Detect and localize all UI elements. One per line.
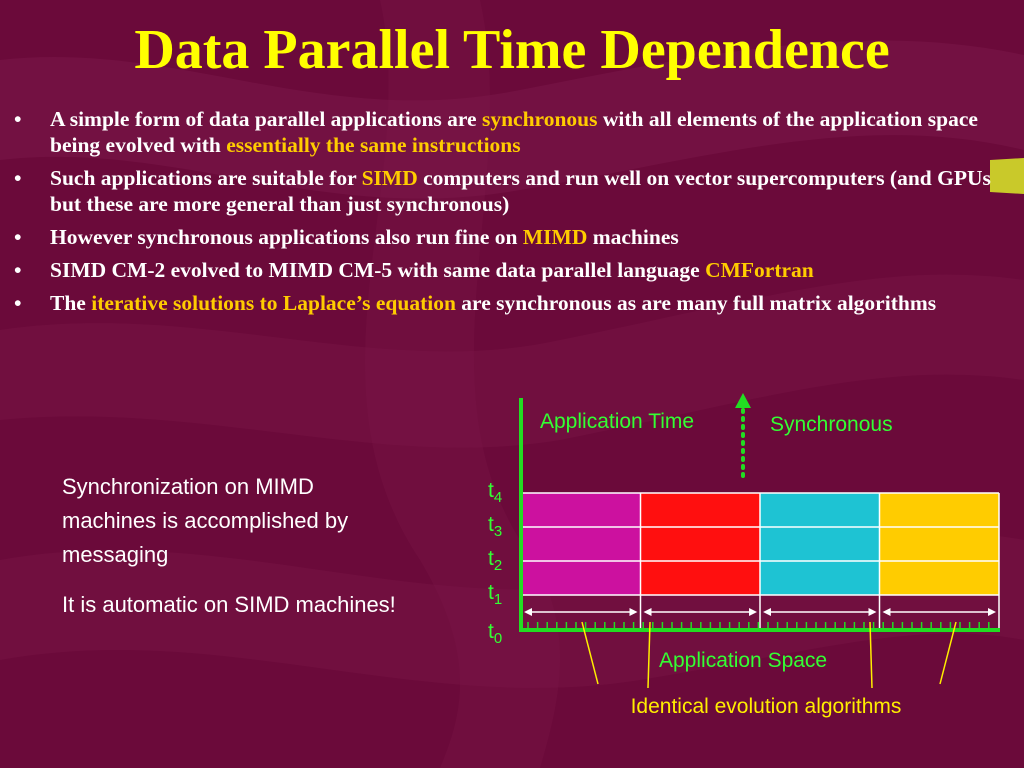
grid-column: [521, 493, 641, 595]
side-note-automatic: It is automatic on SIMD machines!: [62, 592, 396, 617]
pointer-lines: [581, 621, 957, 689]
highlight-text: synchronous: [481, 107, 598, 131]
x-axis-label: Application Space: [659, 649, 827, 672]
span-arrow-head: [988, 608, 996, 616]
bullet-dot: •: [14, 258, 22, 282]
bullet-item: • Such applications are suitable for SIMD…: [12, 165, 1012, 217]
span-arrow-head: [882, 608, 891, 616]
bullet-item: • SIMD CM-2 evolved to MIMD CM-5 with sam…: [12, 257, 1012, 283]
span-arrow-head: [643, 608, 652, 616]
grid-column: [879, 493, 999, 595]
mode-label: Synchronous: [770, 413, 893, 436]
bullet-text: The: [50, 291, 92, 315]
time-tick-label: t2: [488, 547, 502, 574]
grid-column: [640, 493, 760, 595]
span-arrows: [524, 608, 996, 616]
bullet-text: A simple form of data parallel applicati…: [50, 107, 482, 131]
bottom-label: Identical evolution algorithms: [631, 695, 902, 718]
time-tick-label: t1: [488, 581, 502, 608]
time-tick-label: t4: [488, 479, 502, 506]
bullet-dot: •: [14, 166, 22, 190]
span-arrow-head: [763, 608, 771, 616]
bullet-item: • However synchronous applications also r…: [12, 224, 1012, 250]
span-arrow-head: [868, 608, 877, 616]
bullet-dot: •: [14, 225, 22, 249]
application-grid: [521, 493, 999, 595]
y-axis-label: Application Time: [540, 410, 694, 433]
bullet-text: computers and run well on vector superco…: [50, 166, 991, 216]
highlight-text: iterative solutions to Laplace’s equatio…: [91, 291, 456, 315]
highlight-text: SIMD: [361, 166, 418, 190]
bullet-text: SIMD CM-2 evolved to MIMD CM-5 with same…: [50, 258, 706, 282]
space-axis-ticks: [527, 622, 990, 629]
side-note-synchronization: Synchronization on MIMD machines is acco…: [62, 474, 349, 567]
span-arrow-head: [749, 608, 757, 616]
time-arrow-head: [735, 393, 751, 408]
bullet-item: • The iterative solutions to Laplace’s eq…: [12, 290, 1012, 316]
bullet-item: • A simple form of data parallel applicat…: [12, 106, 1012, 158]
span-arrow-head: [629, 608, 638, 616]
bullet-text: are synchronous as are many full matrix …: [455, 291, 937, 315]
time-tick-label: t3: [488, 513, 502, 540]
bullet-list: • A simple form of data parallel applicat…: [12, 106, 1012, 323]
bullet-text: However synchronous applications also ru…: [50, 225, 523, 249]
grid-lines: [520, 492, 1000, 629]
highlight-text: essentially the same instructions: [226, 133, 521, 157]
highlight-text: CMFortran: [705, 258, 814, 282]
time-tick-labels: t4 t3 t2 t1 t0: [488, 479, 502, 647]
slide-title: Data Parallel Time Dependence: [134, 19, 890, 81]
span-arrow-head: [524, 608, 532, 616]
bullet-dot: •: [14, 107, 22, 131]
bullet-text: with all elements of the application spa…: [50, 107, 978, 157]
bullet-dot: •: [14, 291, 22, 315]
bullet-text: Such applications are suitable for: [50, 166, 362, 190]
bullet-text: machines: [587, 225, 679, 249]
time-tick-label: t0: [488, 620, 502, 647]
grid-column: [760, 493, 880, 595]
highlight-text: MIMD: [522, 225, 588, 249]
